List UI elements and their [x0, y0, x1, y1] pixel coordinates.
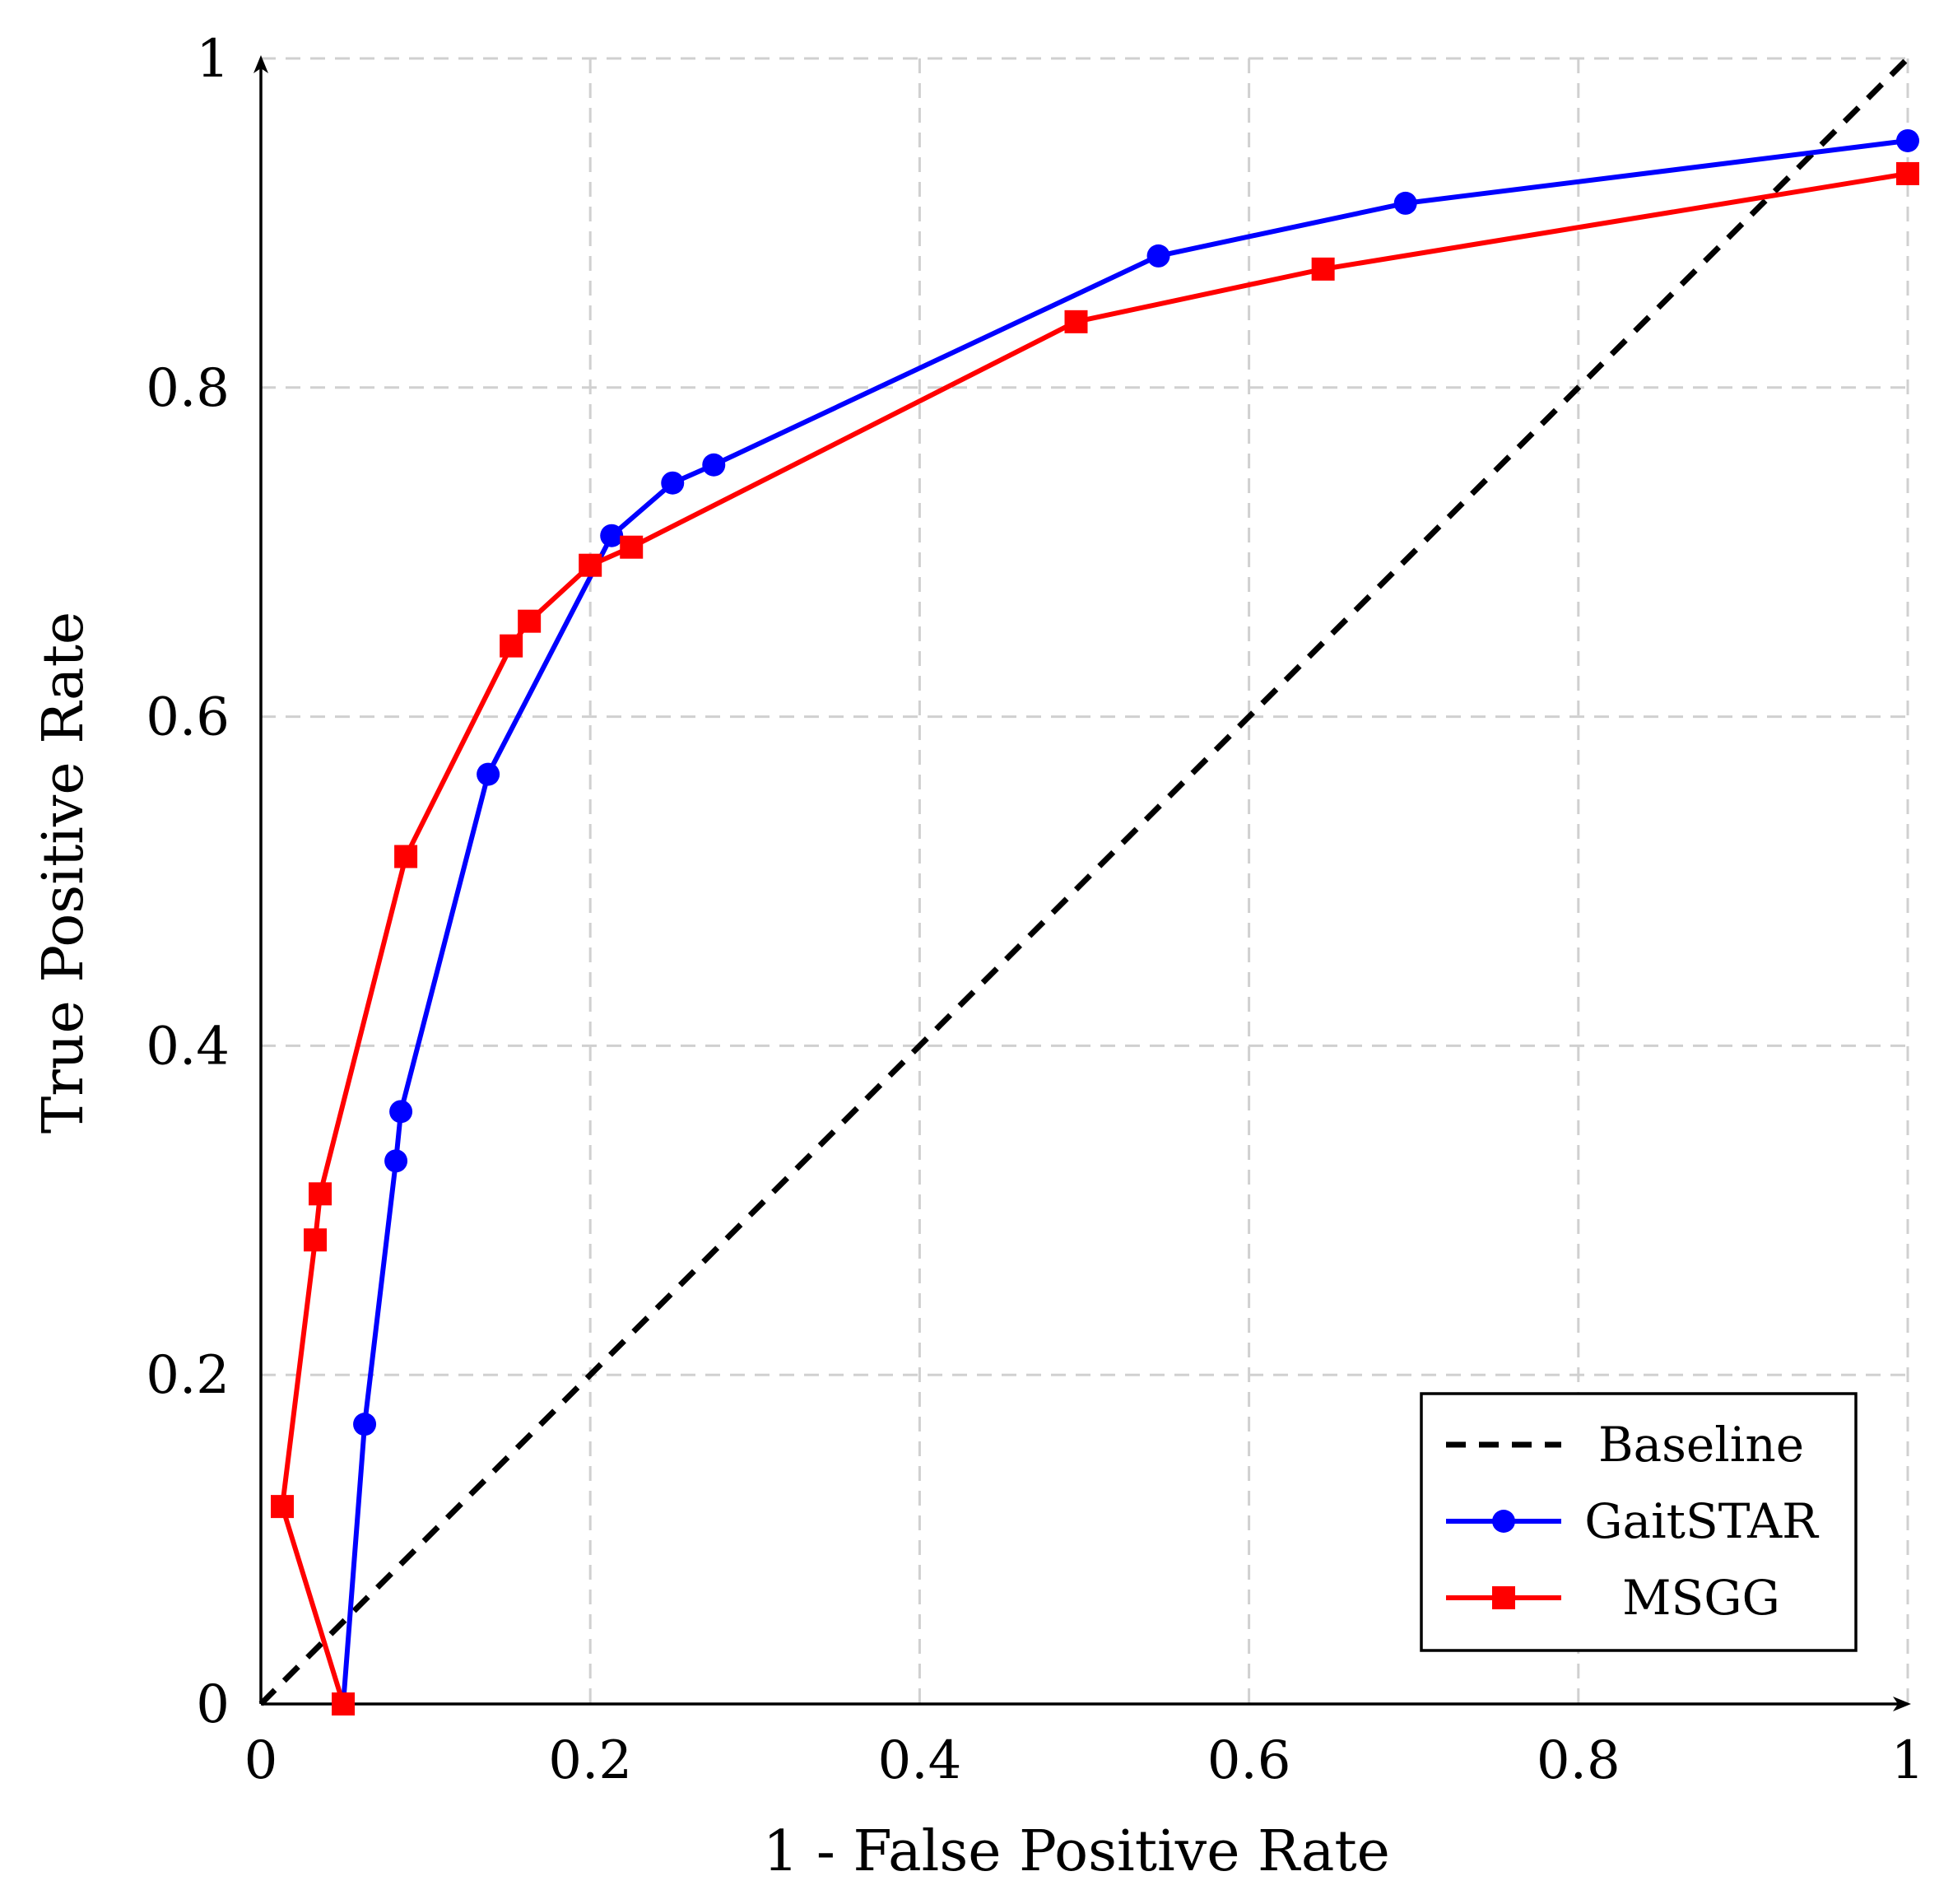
legend-label-gaitstar: GaitSTAR [1584, 1493, 1820, 1549]
point-msgg [332, 1692, 356, 1715]
point-gaitstar [702, 453, 726, 477]
tick-labels: 0 0.2 0.4 0.6 0.8 1 0 0.2 0.4 0.6 0.8 1 [146, 29, 1924, 1791]
axes [253, 55, 1911, 1711]
series-line-msgg [280, 170, 1909, 1705]
y-tick-label: 1 [196, 29, 230, 90]
point-msgg [271, 1495, 295, 1519]
y-tick-label: 0.8 [146, 358, 230, 419]
point-msgg [1896, 161, 1919, 185]
grid [261, 57, 1909, 1704]
point-msgg [394, 845, 418, 868]
point-msgg [1064, 310, 1088, 333]
point-gaitstar [1393, 191, 1417, 215]
x-tick-label: 0.8 [1537, 1730, 1621, 1791]
point-gaitstar [389, 1100, 413, 1124]
legend: Baseline GaitSTAR MSGG [1420, 1392, 1858, 1652]
x-tick-label: 0.4 [878, 1730, 962, 1791]
y-tick-label: 0.6 [146, 687, 230, 748]
legend-marker-msgg [1492, 1586, 1515, 1609]
point-msgg [620, 535, 644, 559]
point-msgg [579, 553, 602, 577]
point-gaitstar [353, 1413, 377, 1436]
point-msgg [309, 1182, 332, 1206]
x-axis-arrow [1893, 1697, 1911, 1711]
x-tick-label: 1 [1891, 1730, 1925, 1791]
legend-marker-gaitstar [1492, 1510, 1515, 1533]
point-msgg [304, 1228, 328, 1252]
series-line-baseline [258, 56, 1910, 1706]
y-tick-label: 0 [196, 1674, 230, 1735]
series [258, 56, 1919, 1715]
point-gaitstar [1896, 128, 1919, 152]
y-tick-label: 0.4 [146, 1016, 230, 1077]
x-tick-label: 0.6 [1207, 1730, 1291, 1791]
point-gaitstar [384, 1149, 408, 1173]
point-msgg [518, 609, 542, 633]
x-tick-label: 0.2 [548, 1730, 632, 1791]
y-axis-arrow [253, 55, 268, 73]
point-msgg [1311, 257, 1335, 281]
legend-label-baseline: Baseline [1598, 1417, 1804, 1473]
y-tick-label: 0.2 [146, 1345, 230, 1406]
point-msgg [500, 634, 523, 658]
point-gaitstar [1146, 244, 1170, 268]
point-gaitstar [477, 762, 500, 786]
legend-label-msgg: MSGG [1622, 1570, 1780, 1626]
point-gaitstar [600, 524, 624, 547]
x-tick-label: 0 [244, 1730, 278, 1791]
point-gaitstar [661, 471, 685, 495]
y-axis-title: True Positive Rate [31, 612, 96, 1134]
x-axis-title: 1 - False Positive Rate [763, 1819, 1390, 1884]
